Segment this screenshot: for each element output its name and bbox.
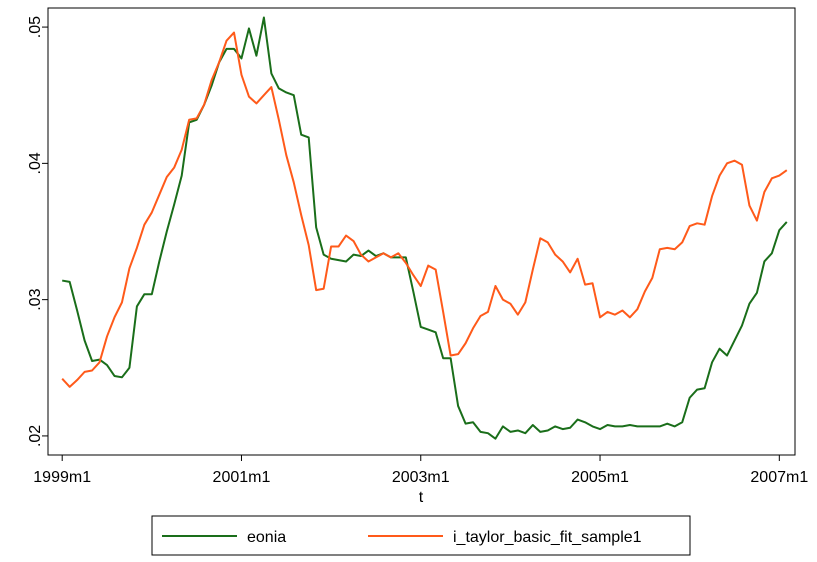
y-tick-label: .03 — [27, 288, 44, 310]
x-tick-label: 2003m1 — [392, 469, 450, 486]
y-tick-label: .05 — [27, 16, 44, 38]
series-line — [61, 31, 788, 388]
series-line — [62, 16, 788, 440]
legend-label: i_taylor_basic_fit_sample1 — [453, 529, 642, 546]
x-tick-label: 2005m1 — [571, 469, 629, 486]
y-tick-label: .02 — [27, 425, 44, 447]
y-tick-label: .04 — [27, 152, 44, 174]
legend-label: eonia — [247, 529, 286, 546]
x-tick-label: 2007m1 — [750, 469, 808, 486]
x-tick-label: 2001m1 — [213, 469, 271, 486]
x-tick-label: 1999m1 — [33, 469, 91, 486]
plot-frame — [47, 7, 796, 456]
x-axis-label: t — [419, 489, 424, 506]
